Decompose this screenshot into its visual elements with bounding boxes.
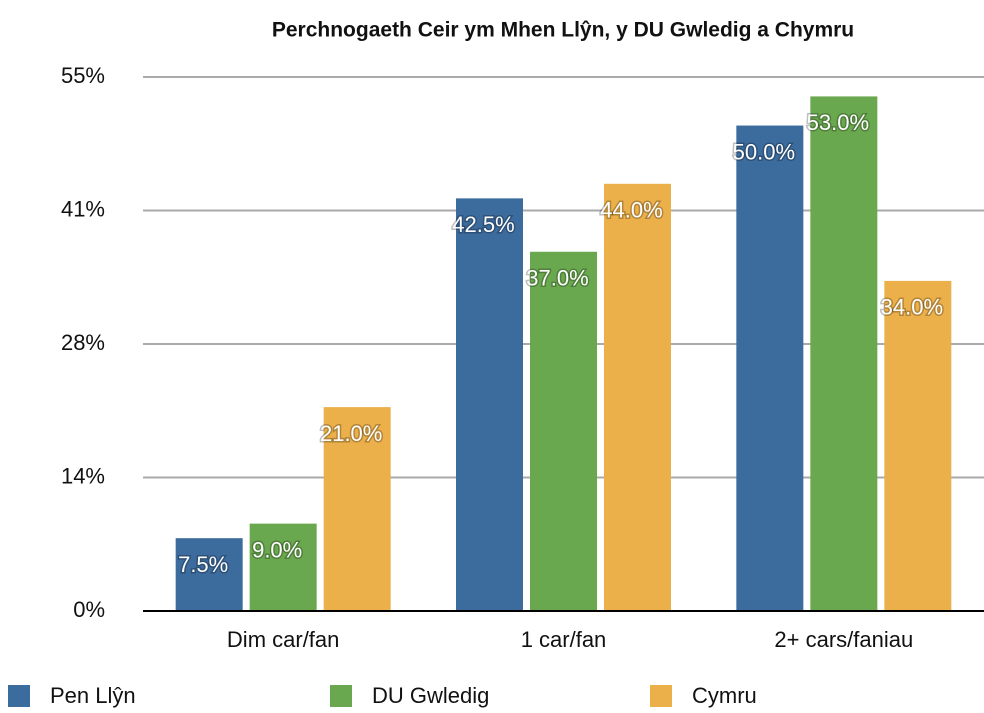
y-tick-label: 28% [61,330,105,355]
value-label: 50.0% [733,139,795,164]
value-label: 37.0% [526,266,588,291]
value-label: 7.5% [178,552,228,577]
value-label: 9.0% [252,537,302,562]
bar [810,96,878,611]
bar [323,407,391,611]
x-tick-label: Dim car/fan [227,627,339,652]
legend-label: DU Gwledig [372,683,489,708]
x-tick-label: 2+ cars/faniau [774,627,913,652]
bar [175,538,243,611]
legend-swatch [650,685,672,707]
bar [530,251,597,611]
chart-title: Perchnogaeth Ceir ym Mhen Llŷn, y DU Gwl… [272,19,854,42]
bar [604,183,671,612]
bar [456,198,523,611]
legend-label: Pen Llŷn [50,683,136,708]
value-label: 42.5% [452,212,514,237]
legend-swatch [8,685,30,707]
value-label: 53.0% [807,110,869,135]
value-label: 21.0% [320,421,382,446]
value-label: 44.0% [600,198,662,223]
bar [736,125,804,611]
bar [884,280,952,611]
y-tick-label: 0% [73,597,105,622]
bar [249,523,317,611]
x-tick-label: 1 car/fan [521,627,607,652]
y-tick-label: 14% [61,463,105,488]
y-tick-label: 55% [61,63,105,88]
y-tick-label: 41% [61,196,105,221]
legend-swatch [330,685,352,707]
legend-label: Cymru [692,683,757,708]
value-label: 34.0% [881,295,943,320]
